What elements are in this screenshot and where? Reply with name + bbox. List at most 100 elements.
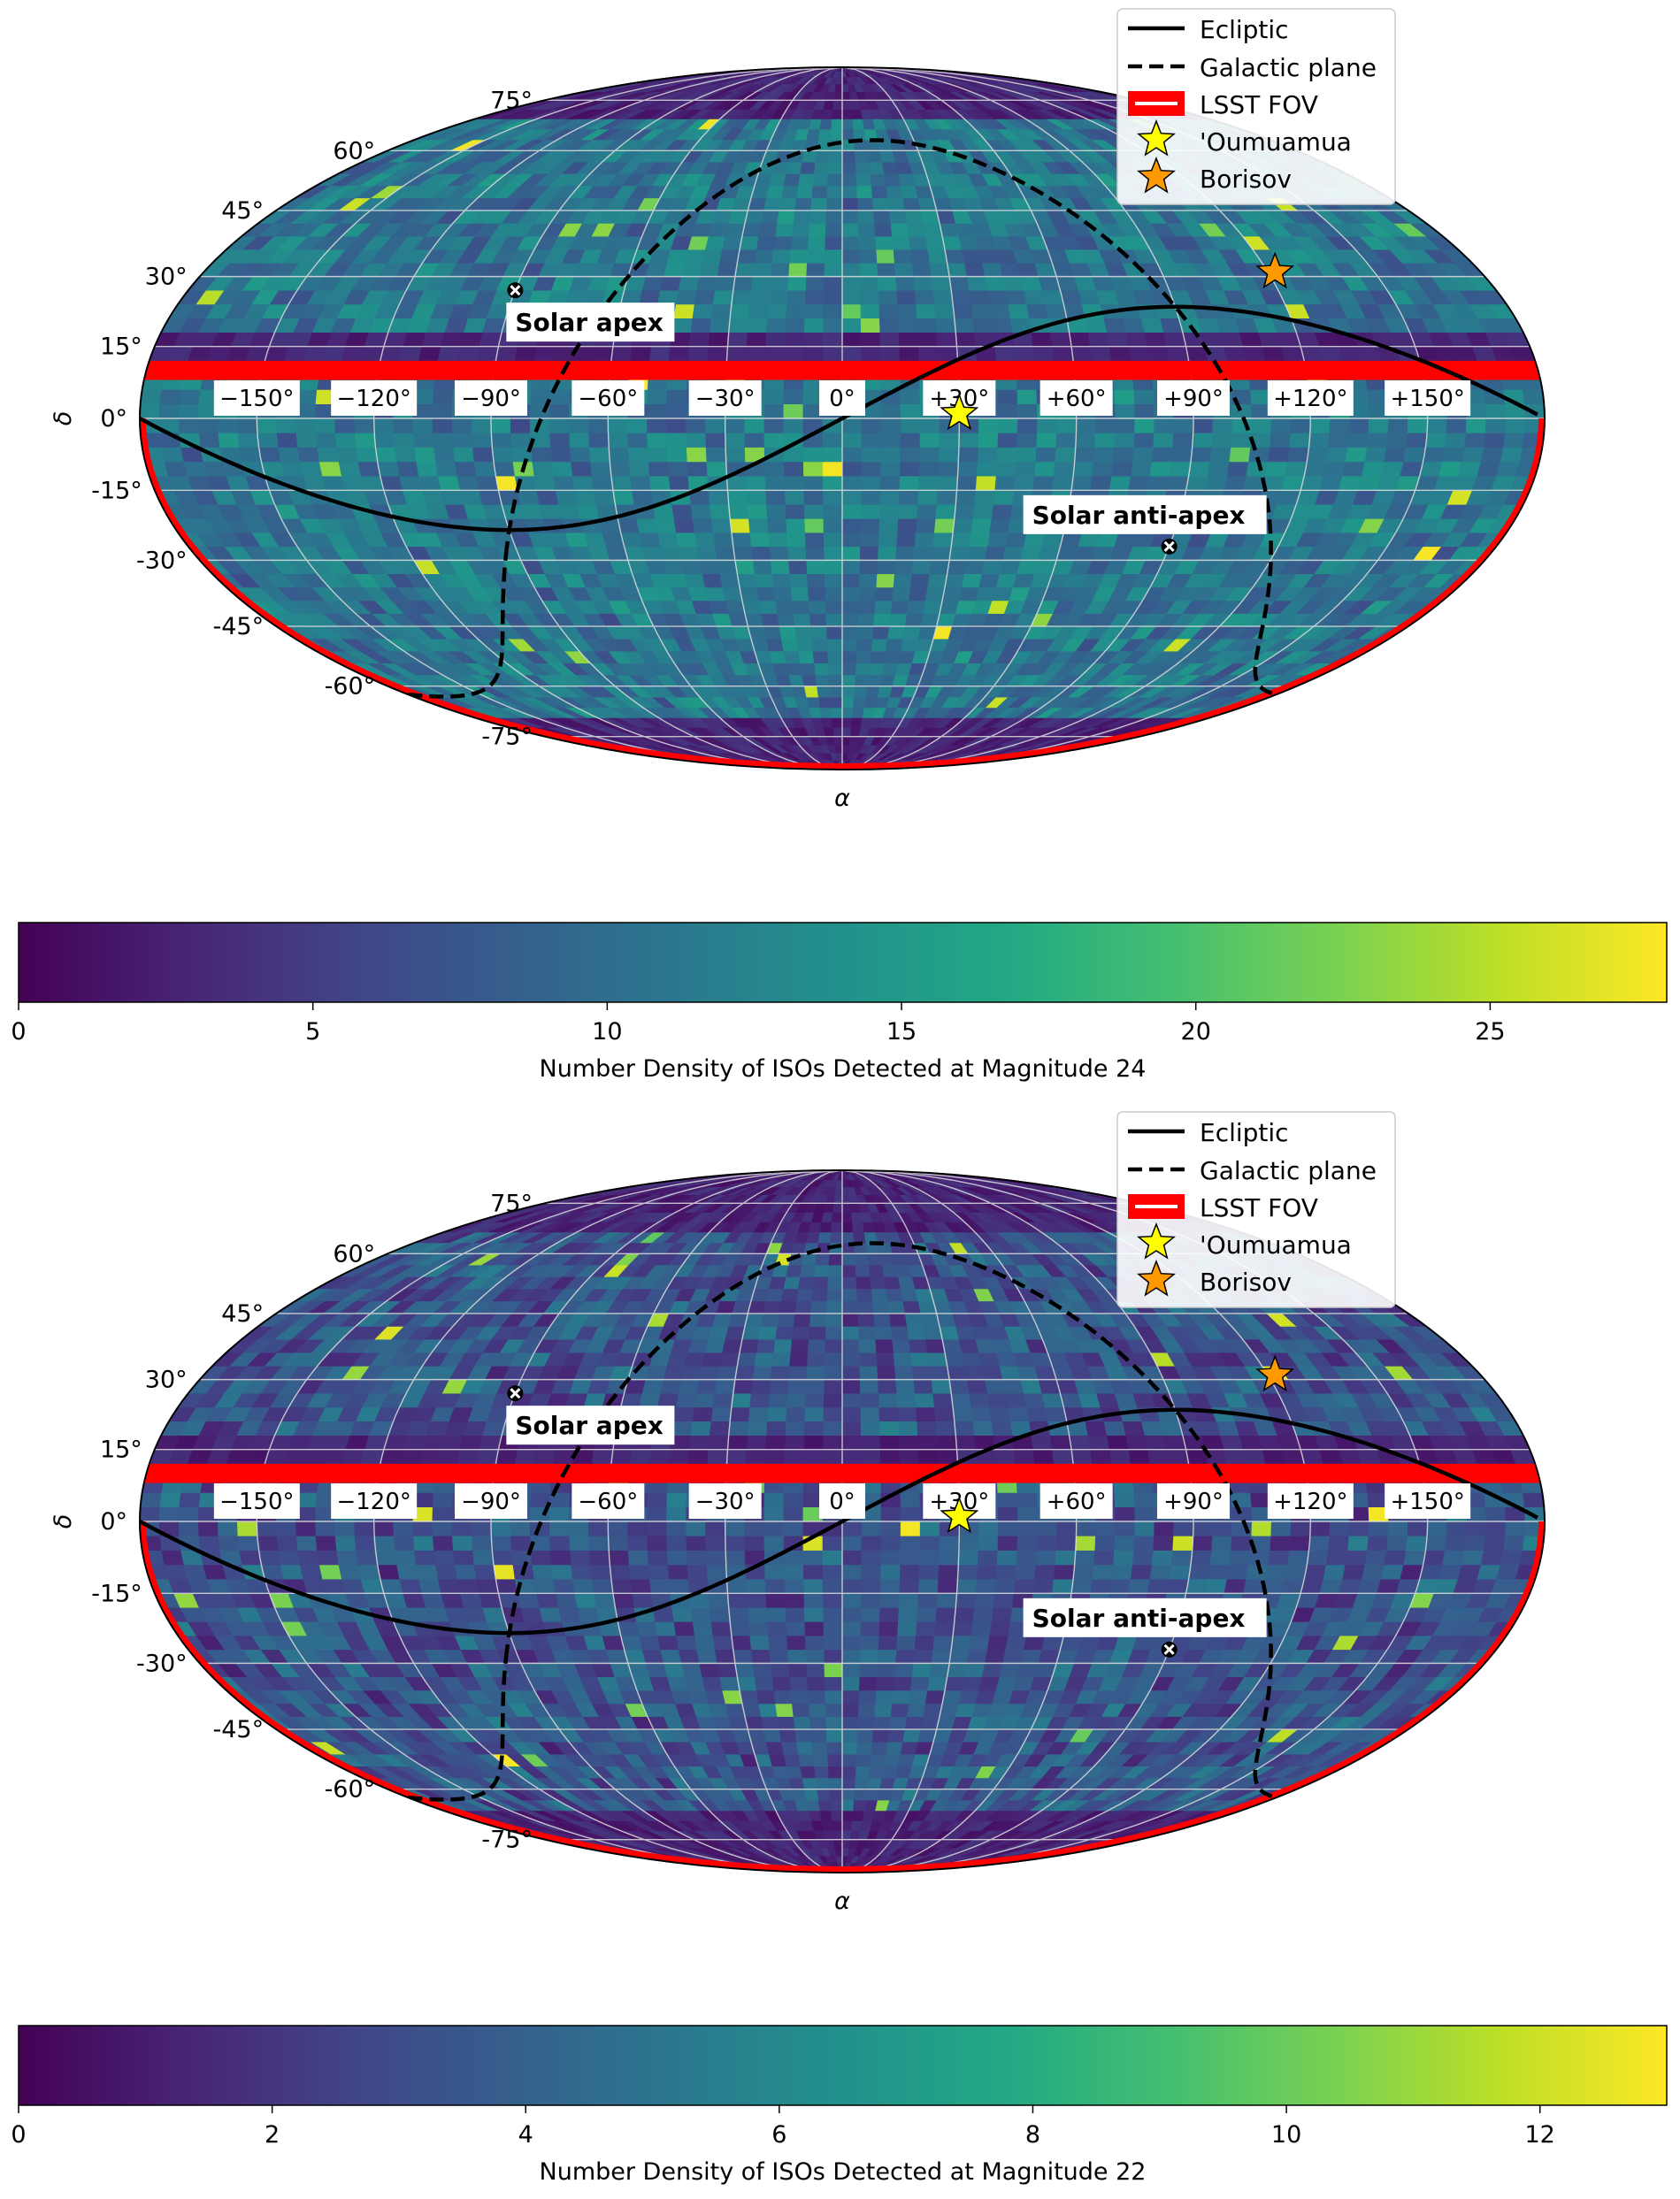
heatmap-cell xyxy=(714,546,736,561)
heatmap-cell xyxy=(630,475,652,491)
heatmap-cell xyxy=(933,518,955,533)
heatmap-cell xyxy=(956,475,978,491)
heatmap-cell xyxy=(831,1810,843,1821)
legend-oumuamua-label: 'Oumuamua xyxy=(1200,127,1352,157)
heatmap-cell xyxy=(256,418,278,433)
heatmap-cell xyxy=(752,263,773,277)
heatmap-cell xyxy=(841,276,861,291)
heatmap-cell xyxy=(871,625,890,640)
heatmap-cell xyxy=(841,173,857,187)
heatmap-cell xyxy=(841,586,860,601)
heatmap-cell xyxy=(933,303,955,318)
heatmap-cell xyxy=(377,461,400,477)
heatmap-cell xyxy=(1445,433,1467,448)
heatmap-cell xyxy=(1153,433,1174,448)
heatmap-cell xyxy=(896,289,917,305)
heatmap-cell xyxy=(856,638,873,652)
heatmap-cell xyxy=(395,447,417,463)
heatmap-cell xyxy=(972,504,994,519)
heatmap-cell xyxy=(750,276,771,291)
heatmap-cell xyxy=(823,504,843,519)
heatmap-cell xyxy=(859,263,878,277)
heatmap-cell xyxy=(692,303,714,318)
heatmap-cell xyxy=(859,560,878,574)
heatmap-cell xyxy=(958,433,979,448)
heatmap-cell xyxy=(769,276,789,291)
heatmap-cell xyxy=(712,532,734,548)
heatmap-cell xyxy=(825,600,843,614)
heatmap-cell xyxy=(841,1830,852,1840)
heatmap-cell xyxy=(793,613,811,627)
heatmap-cell xyxy=(657,289,679,305)
heatmap-cell xyxy=(1111,461,1133,477)
legend-borisov-label: Borisov xyxy=(1200,165,1292,194)
heatmap-cell xyxy=(1093,447,1116,463)
lon-tick-label: +120° xyxy=(1273,386,1347,412)
heatmap-cell xyxy=(725,433,746,448)
heatmap-cell xyxy=(777,613,796,627)
heatmap-cell xyxy=(969,532,991,548)
heatmap-cell xyxy=(647,389,668,404)
heatmap-cell xyxy=(459,332,484,347)
heatmap-cell xyxy=(790,586,809,601)
heatmap-cell xyxy=(879,475,901,491)
heatmap-cell xyxy=(826,638,843,652)
heatmap-cell xyxy=(841,109,853,119)
heatmap-cell xyxy=(822,433,843,448)
heatmap-cell xyxy=(418,475,441,491)
heatmap-cell xyxy=(769,173,787,187)
heatmap-cell xyxy=(495,346,518,362)
colorbar-tick-label: 5 xyxy=(305,1018,320,1046)
heatmap-cell xyxy=(948,276,970,291)
heatmap-cell xyxy=(827,161,843,174)
heatmap-cell xyxy=(699,263,720,277)
heatmap-cell xyxy=(1204,475,1228,491)
heatmap-cell xyxy=(937,346,958,362)
heatmap-cell xyxy=(733,546,754,561)
heatmap-cell xyxy=(719,249,740,264)
heatmap-cell xyxy=(878,318,900,333)
heatmap-cell xyxy=(936,332,957,347)
heatmap-cell xyxy=(919,433,940,448)
heatmap-cell xyxy=(822,461,843,477)
heatmap-cell xyxy=(857,600,877,614)
heatmap-cell xyxy=(746,490,767,505)
heatmap-cell xyxy=(767,303,787,318)
heatmap-cell xyxy=(773,235,793,250)
heatmap-cell xyxy=(764,346,786,362)
heatmap-cell xyxy=(775,600,794,614)
heatmap-cell xyxy=(955,332,977,347)
heatmap-cell xyxy=(800,663,817,676)
heatmap-cell xyxy=(898,490,919,505)
heatmap-cell xyxy=(671,504,694,519)
heatmap-cell xyxy=(825,586,843,601)
heatmap-cell xyxy=(1386,433,1408,448)
heatmap-cell xyxy=(1128,346,1151,362)
heatmap-cell xyxy=(317,447,340,463)
heatmap-cell xyxy=(853,128,867,141)
heatmap-cell xyxy=(807,586,826,601)
heatmap-cell xyxy=(704,235,726,250)
heatmap-cell xyxy=(668,346,690,362)
heatmap-cell xyxy=(668,475,690,491)
heatmap-cell xyxy=(825,235,843,250)
heatmap-cell xyxy=(708,332,730,347)
heatmap-cell xyxy=(841,736,851,746)
lat-tick-label: 15° xyxy=(100,333,142,361)
heatmap-cell xyxy=(627,433,648,448)
heatmap-cell xyxy=(280,461,304,477)
heatmap-cell xyxy=(831,707,843,718)
heatmap-cell xyxy=(854,150,870,163)
heatmap-cell xyxy=(909,235,929,250)
heatmap-cell xyxy=(690,504,712,519)
lat-tick-label: -75° xyxy=(481,724,533,751)
heatmap-cell xyxy=(786,289,807,305)
heatmap-cell xyxy=(1049,332,1072,347)
heatmap-cell xyxy=(939,433,960,448)
heatmap-cell xyxy=(854,674,870,686)
heatmap-cell xyxy=(991,318,1013,333)
heatmap-cell xyxy=(939,447,960,463)
heatmap-cell xyxy=(900,389,921,404)
heatmap-cell xyxy=(647,403,668,419)
heatmap-cell xyxy=(860,289,880,305)
